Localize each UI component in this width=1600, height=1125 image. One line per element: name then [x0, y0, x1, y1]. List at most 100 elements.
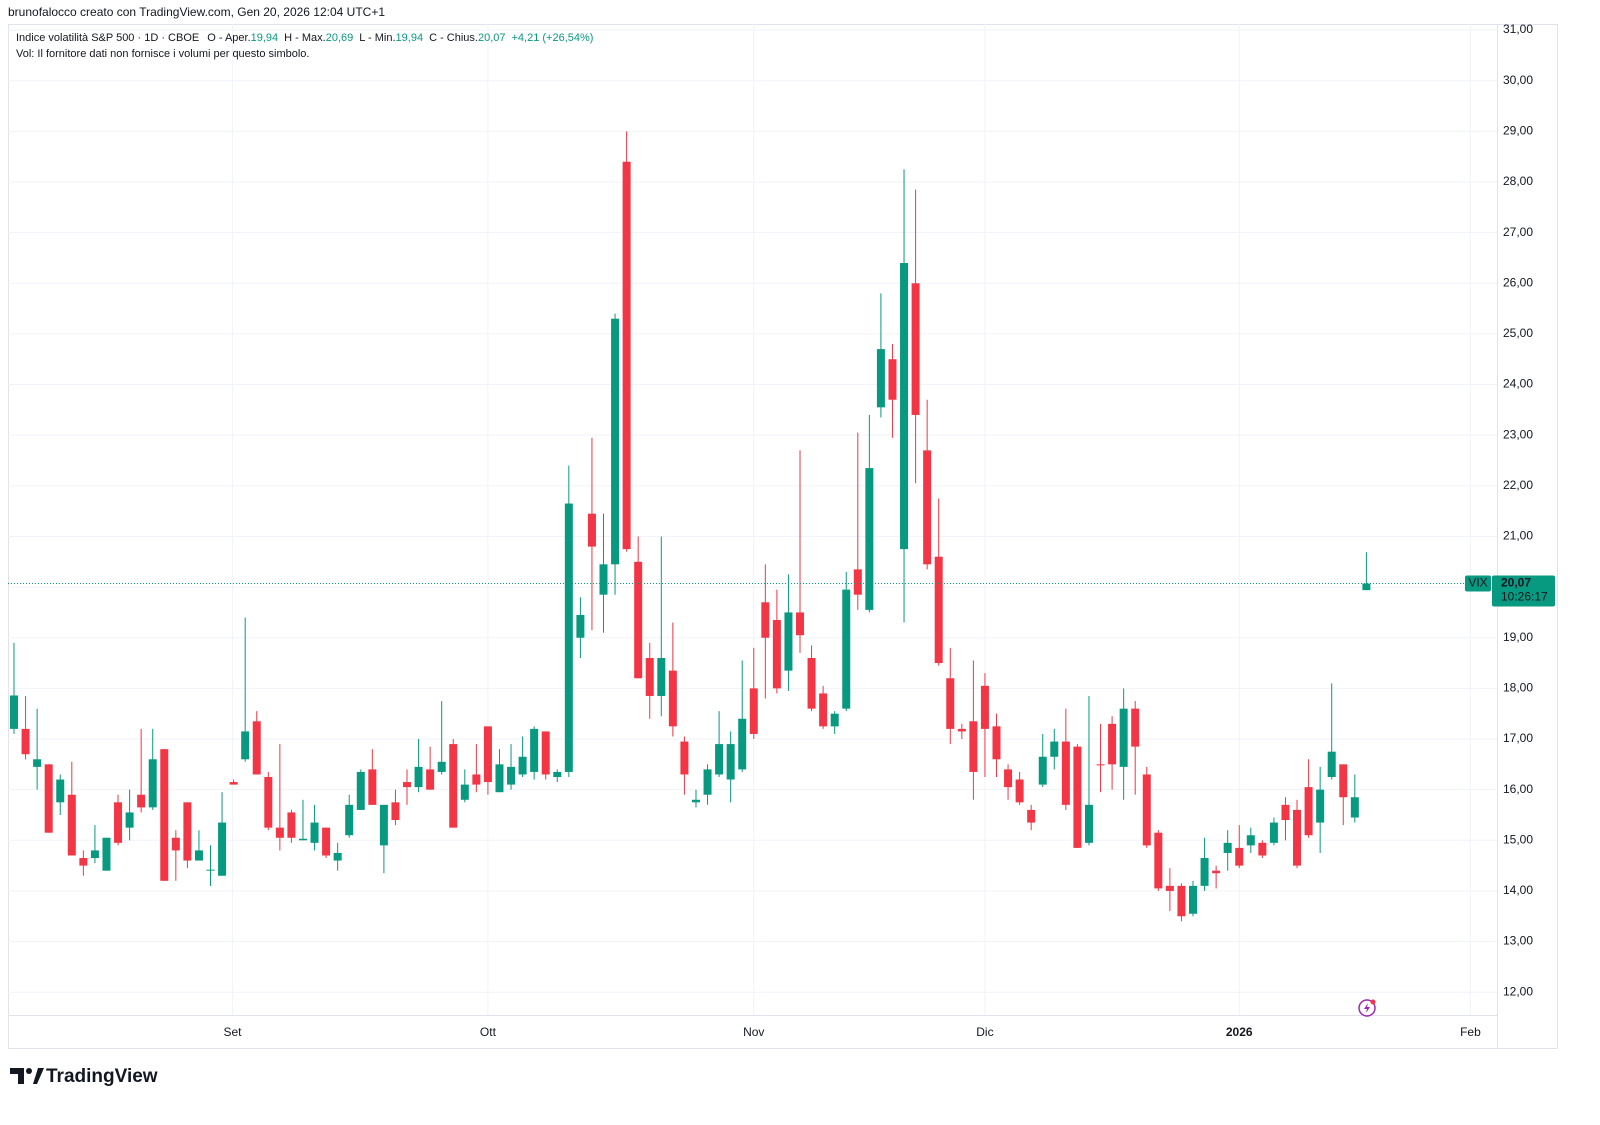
candle-body — [356, 771, 365, 810]
volume-note: Vol: Il fornitore dati non fornisce i vo… — [16, 48, 309, 60]
candle-body — [10, 695, 19, 729]
candle-body — [21, 728, 30, 755]
candle-body — [310, 822, 319, 843]
y-tick-label: 14,00 — [1503, 883, 1533, 897]
candle-body — [691, 799, 700, 803]
candle-body — [449, 744, 458, 828]
candle-body — [1154, 832, 1163, 889]
candle-body — [1004, 769, 1013, 788]
candle-body — [33, 759, 42, 767]
candle-body — [518, 756, 527, 775]
candle-body — [1339, 764, 1348, 798]
y-tick-label: 22,00 — [1503, 478, 1533, 492]
candle-body — [79, 858, 88, 866]
candle-body — [876, 349, 885, 408]
candle-body — [1200, 858, 1209, 886]
candle-body — [541, 731, 550, 775]
candle-body — [564, 503, 573, 772]
candle-body — [530, 728, 539, 772]
candle-body — [587, 513, 596, 547]
candle-body — [264, 776, 273, 828]
candle-body — [1235, 847, 1244, 866]
candle-body — [160, 749, 169, 881]
candle-body — [298, 838, 307, 841]
candle-body — [252, 721, 261, 775]
candle-body — [183, 802, 192, 861]
x-tick-label: Nov — [743, 1025, 764, 1039]
candle-body — [946, 678, 955, 729]
candle-body — [680, 741, 689, 775]
brand-logo: TradingView — [10, 1066, 158, 1087]
candle-body — [1327, 751, 1336, 777]
candle-body — [888, 359, 897, 400]
candle-body — [657, 657, 666, 696]
x-tick-label: Feb — [1460, 1025, 1481, 1039]
legend-items: O - Aper.19,94 H - Max.20,69 L - Min.19,94… — [207, 32, 593, 44]
y-tick-label: 13,00 — [1503, 934, 1533, 948]
y-tick-label: 17,00 — [1503, 731, 1533, 745]
candle-body — [56, 779, 65, 803]
candle-body — [957, 728, 966, 732]
price-tag-countdown: 10:26:17 — [1501, 590, 1548, 604]
candle-body — [44, 764, 53, 833]
candle-body — [726, 744, 735, 780]
candle-body — [900, 263, 909, 550]
candle-body — [287, 812, 296, 838]
candle-body — [622, 161, 631, 550]
candle-body — [1131, 708, 1140, 747]
symbol-tag-text: VIX — [1468, 576, 1487, 590]
candle-body — [148, 759, 157, 808]
candle-body — [634, 561, 643, 679]
candle-body — [738, 718, 747, 770]
legend-label: O - Aper. — [207, 32, 250, 44]
candle-body — [460, 784, 469, 800]
candle-body — [1281, 804, 1290, 821]
y-tick-label: 31,00 — [1503, 22, 1533, 36]
candle-body — [772, 620, 781, 689]
legend-symbol: Indice volatilità S&P 500 · 1D · CBOE — [16, 32, 199, 44]
candle-body — [865, 468, 874, 610]
candle-body — [241, 731, 250, 760]
candle-body — [830, 713, 839, 727]
candle-body — [576, 614, 585, 638]
candle-body — [1015, 779, 1024, 803]
candle-body — [784, 612, 793, 671]
candle-body — [980, 685, 989, 729]
symbol-tag — [1465, 575, 1491, 592]
candle-body — [1362, 583, 1371, 591]
candle-body — [218, 822, 227, 876]
y-tick-label: 12,00 — [1503, 984, 1533, 998]
brand-name: TradingView — [46, 1066, 158, 1087]
price-tag — [1492, 575, 1555, 607]
candle-body — [1258, 842, 1267, 856]
legend-value: 20,07 — [478, 32, 506, 44]
candle-body — [275, 827, 284, 838]
x-tick-label: Set — [223, 1025, 242, 1039]
candle-body — [391, 802, 400, 821]
candle-body — [645, 657, 654, 696]
y-tick-label: 25,00 — [1503, 326, 1533, 340]
candle-body — [102, 837, 111, 871]
candle-body — [761, 602, 770, 638]
legend-change: +4,21 (+26,54%) — [512, 32, 594, 44]
legend-value: 19,94 — [251, 32, 279, 44]
candle-body — [333, 852, 342, 861]
candle-body — [137, 794, 146, 808]
y-tick-label: 29,00 — [1503, 124, 1533, 138]
candle-body — [125, 812, 134, 828]
candle-body — [1096, 764, 1105, 766]
x-tick-label: Dic — [976, 1025, 993, 1039]
candle-body — [194, 850, 203, 861]
candle-body — [483, 726, 492, 783]
candle-body — [426, 769, 435, 790]
candle-body — [923, 450, 932, 565]
candle-body — [1061, 741, 1070, 805]
candle-body — [1084, 804, 1093, 843]
y-tick-label: 24,00 — [1503, 377, 1533, 391]
candle-body — [553, 771, 562, 777]
candle-body — [807, 657, 816, 709]
y-tick-label: 15,00 — [1503, 832, 1533, 846]
y-tick-label: 30,00 — [1503, 73, 1533, 87]
candle-body — [1189, 885, 1198, 914]
candle-body — [90, 850, 99, 859]
